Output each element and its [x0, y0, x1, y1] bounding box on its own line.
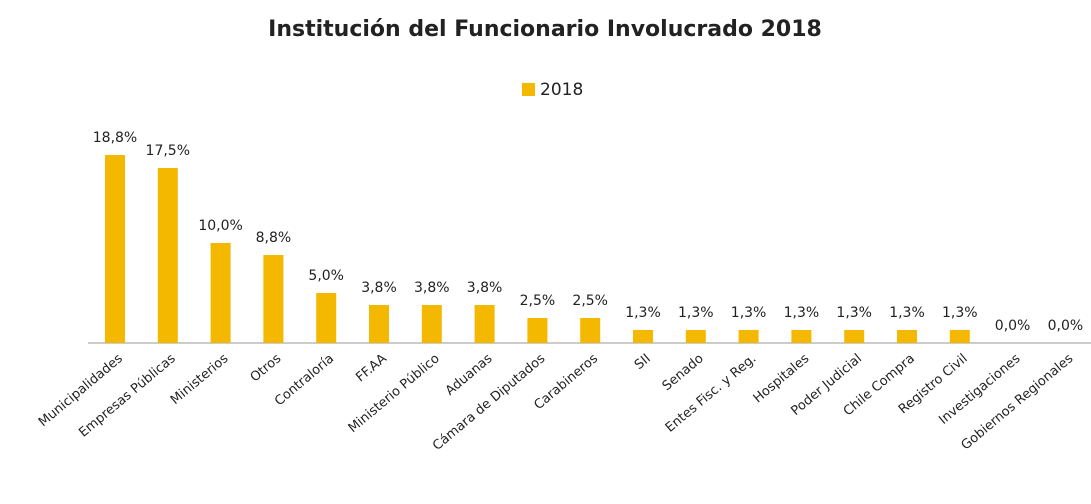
- data-label: 0,0%: [995, 318, 1031, 334]
- data-label: 3,8%: [467, 280, 503, 296]
- data-label: 1,3%: [889, 305, 925, 321]
- bar: [263, 255, 284, 343]
- bar: [844, 330, 865, 343]
- data-label: 18,8%: [93, 130, 137, 146]
- data-label: 3,8%: [361, 280, 397, 296]
- x-tick-label: Senado: [660, 351, 707, 394]
- data-label: 2,5%: [520, 293, 556, 309]
- bar: [210, 243, 231, 343]
- data-label: 1,3%: [625, 305, 661, 321]
- bar: [157, 168, 178, 343]
- data-label: 17,5%: [146, 143, 190, 159]
- data-label: 10,0%: [198, 218, 242, 234]
- legend-label: 2018: [540, 80, 583, 100]
- bar: [474, 305, 495, 343]
- data-label: 5,0%: [308, 268, 344, 284]
- bar: [105, 155, 125, 343]
- data-label: 8,8%: [256, 230, 292, 246]
- data-label: 2,5%: [572, 293, 608, 309]
- bar: [791, 330, 812, 343]
- bar: [633, 330, 653, 343]
- bar: [527, 318, 548, 343]
- bar: [421, 305, 442, 343]
- legend-swatch: [522, 83, 535, 96]
- x-tick-label: Ministerio Público: [346, 351, 443, 436]
- data-label: 1,3%: [731, 305, 767, 321]
- chart-title: Institución del Funcionario Involucrado …: [268, 17, 822, 42]
- data-label: 3,8%: [414, 280, 450, 296]
- x-tick-label: Empresas Públicas: [76, 351, 179, 440]
- bar: [685, 330, 706, 343]
- data-label: 1,3%: [836, 305, 872, 321]
- bar: [369, 305, 389, 343]
- data-label: 1,3%: [784, 305, 820, 321]
- bar: [316, 293, 337, 343]
- x-tick-label: Entes Fisc. y Reg.: [663, 351, 760, 435]
- bar: [738, 330, 759, 343]
- x-tick-label: Otros: [248, 351, 285, 385]
- bar: [897, 330, 917, 343]
- bar: [580, 318, 601, 343]
- x-tick-label: Ministerios: [168, 351, 232, 408]
- data-label: 0,0%: [1048, 318, 1084, 334]
- data-label: 1,3%: [678, 305, 714, 321]
- x-tick-label: FF.AA: [353, 351, 390, 385]
- data-label: 1,3%: [942, 305, 978, 321]
- bar: [949, 330, 970, 343]
- x-tick-label: Aduanas: [443, 351, 496, 399]
- x-tick-label: SII: [632, 351, 654, 373]
